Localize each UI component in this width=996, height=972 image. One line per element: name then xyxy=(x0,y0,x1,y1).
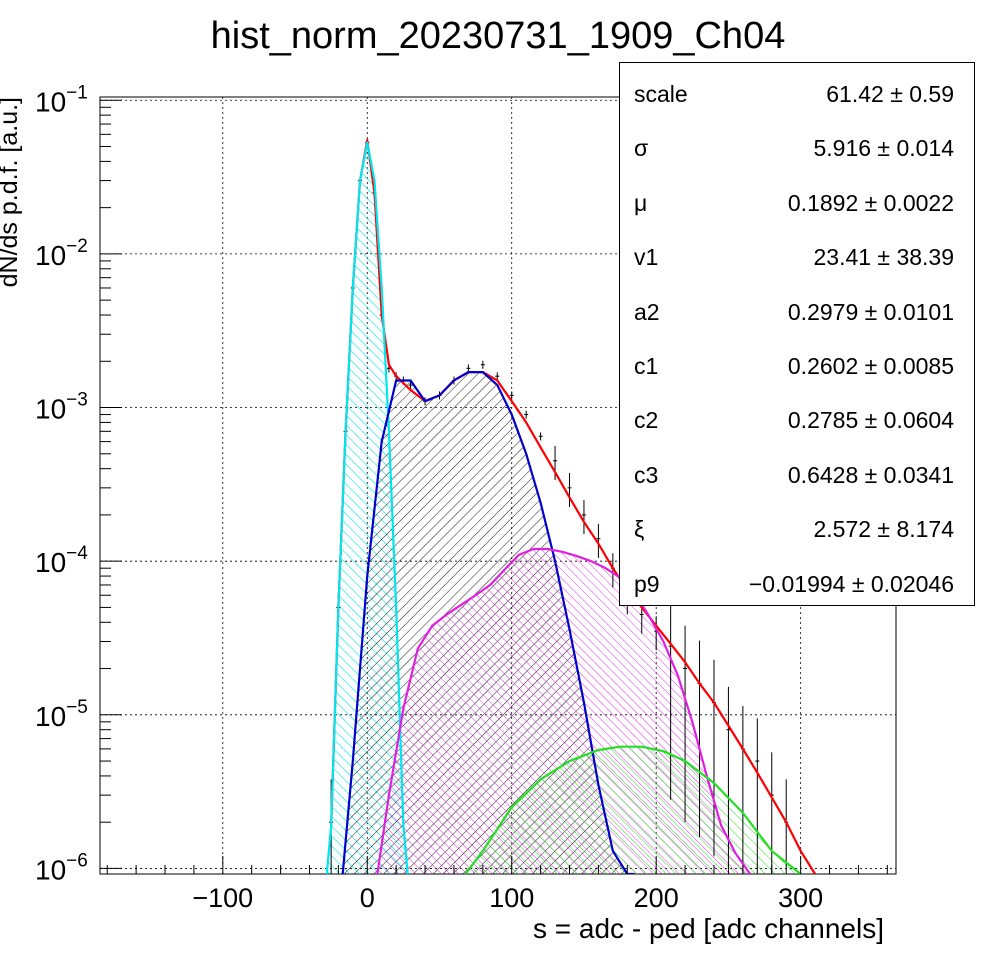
pedestal-curve xyxy=(325,141,409,874)
chart-title: hist_norm_20230731_1909_Ch04 xyxy=(211,15,786,57)
fit-stats-box: scale 61.42 ± 0.59 σ 5.916 ± 0.014 μ 0.1892 ±… xyxy=(619,62,975,606)
stat-name: p9 xyxy=(634,570,660,597)
stat-name: c2 xyxy=(634,407,659,434)
stat-value: 5.916 ± 0.014 xyxy=(813,135,954,162)
x-tick-label: 0 xyxy=(360,883,375,913)
stat-value: 0.2602 ± 0.0085 xyxy=(787,353,954,379)
x-tick-label: 100 xyxy=(489,883,534,913)
stat-name: scale xyxy=(634,81,688,107)
stat-value: 0.6428 ± 0.0341 xyxy=(787,461,954,488)
x-tick-label: 300 xyxy=(778,883,823,913)
y-tick-label: 10−4 xyxy=(35,543,88,578)
component-fills xyxy=(326,142,801,874)
y-tick-label: 10−5 xyxy=(35,697,88,732)
stat-value: 0.1892 ± 0.0022 xyxy=(787,189,954,216)
y-axis-label: dN/ds p.d.f. [a.u.] xyxy=(0,97,23,287)
stat-name: ξ xyxy=(634,516,645,543)
y-tick-label: 10−1 xyxy=(35,82,88,117)
three-pe-curve xyxy=(464,745,802,874)
stat-value: −0.01994 ± 0.02046 xyxy=(748,570,954,597)
stat-row: p9 −0.01994 ± 0.02046 xyxy=(620,557,974,611)
stat-name: a2 xyxy=(634,298,660,325)
axes: −100 0 100 200 300 10−1 10−2 10−3 10−4 10−5 10−6 xyxy=(35,82,888,913)
stat-row: v1 23.41 ± 38.39 xyxy=(620,230,974,284)
x-tick-label: −100 xyxy=(192,883,253,913)
stat-value: 0.2785 ± 0.0604 xyxy=(787,407,954,434)
stat-name: v1 xyxy=(634,244,659,271)
one-pe-curve xyxy=(341,371,635,874)
three-pe-hatch-fill xyxy=(465,746,801,874)
stat-name: c1 xyxy=(634,353,659,379)
two-pe-curve xyxy=(376,547,751,874)
y-tick-label: 10−6 xyxy=(35,850,88,885)
stat-row: scale 61.42 ± 0.59 xyxy=(620,67,974,121)
stat-value: 0.2979 ± 0.0101 xyxy=(787,298,954,325)
stat-row: μ 0.1892 ± 0.0022 xyxy=(620,176,974,230)
total-fit-curve xyxy=(330,139,817,874)
stat-value: 2.572 ± 8.174 xyxy=(813,516,954,543)
y-tick-label: 10−2 xyxy=(35,236,88,271)
stat-row: ξ 2.572 ± 8.174 xyxy=(620,502,974,556)
stat-row: σ 5.916 ± 0.014 xyxy=(620,121,974,175)
stat-row: c3 0.6428 ± 0.0341 xyxy=(620,448,974,502)
stat-value: 61.42 ± 0.59 xyxy=(826,81,954,107)
stat-row: a2 0.2979 ± 0.0101 xyxy=(620,285,974,339)
stat-value: 23.41 ± 38.39 xyxy=(813,244,954,271)
stat-name: c3 xyxy=(634,461,659,488)
x-tick-label: 200 xyxy=(634,883,679,913)
stat-row: c2 0.2785 ± 0.0604 xyxy=(620,393,974,447)
fit-curves xyxy=(325,139,817,874)
stat-name: σ xyxy=(634,135,649,162)
y-tick-label: 10−3 xyxy=(35,390,88,425)
x-axis-label: s = adc - ped [adc channels] xyxy=(533,913,884,944)
stat-row: c1 0.2602 ± 0.0085 xyxy=(620,339,974,393)
stat-name: μ xyxy=(634,189,648,216)
